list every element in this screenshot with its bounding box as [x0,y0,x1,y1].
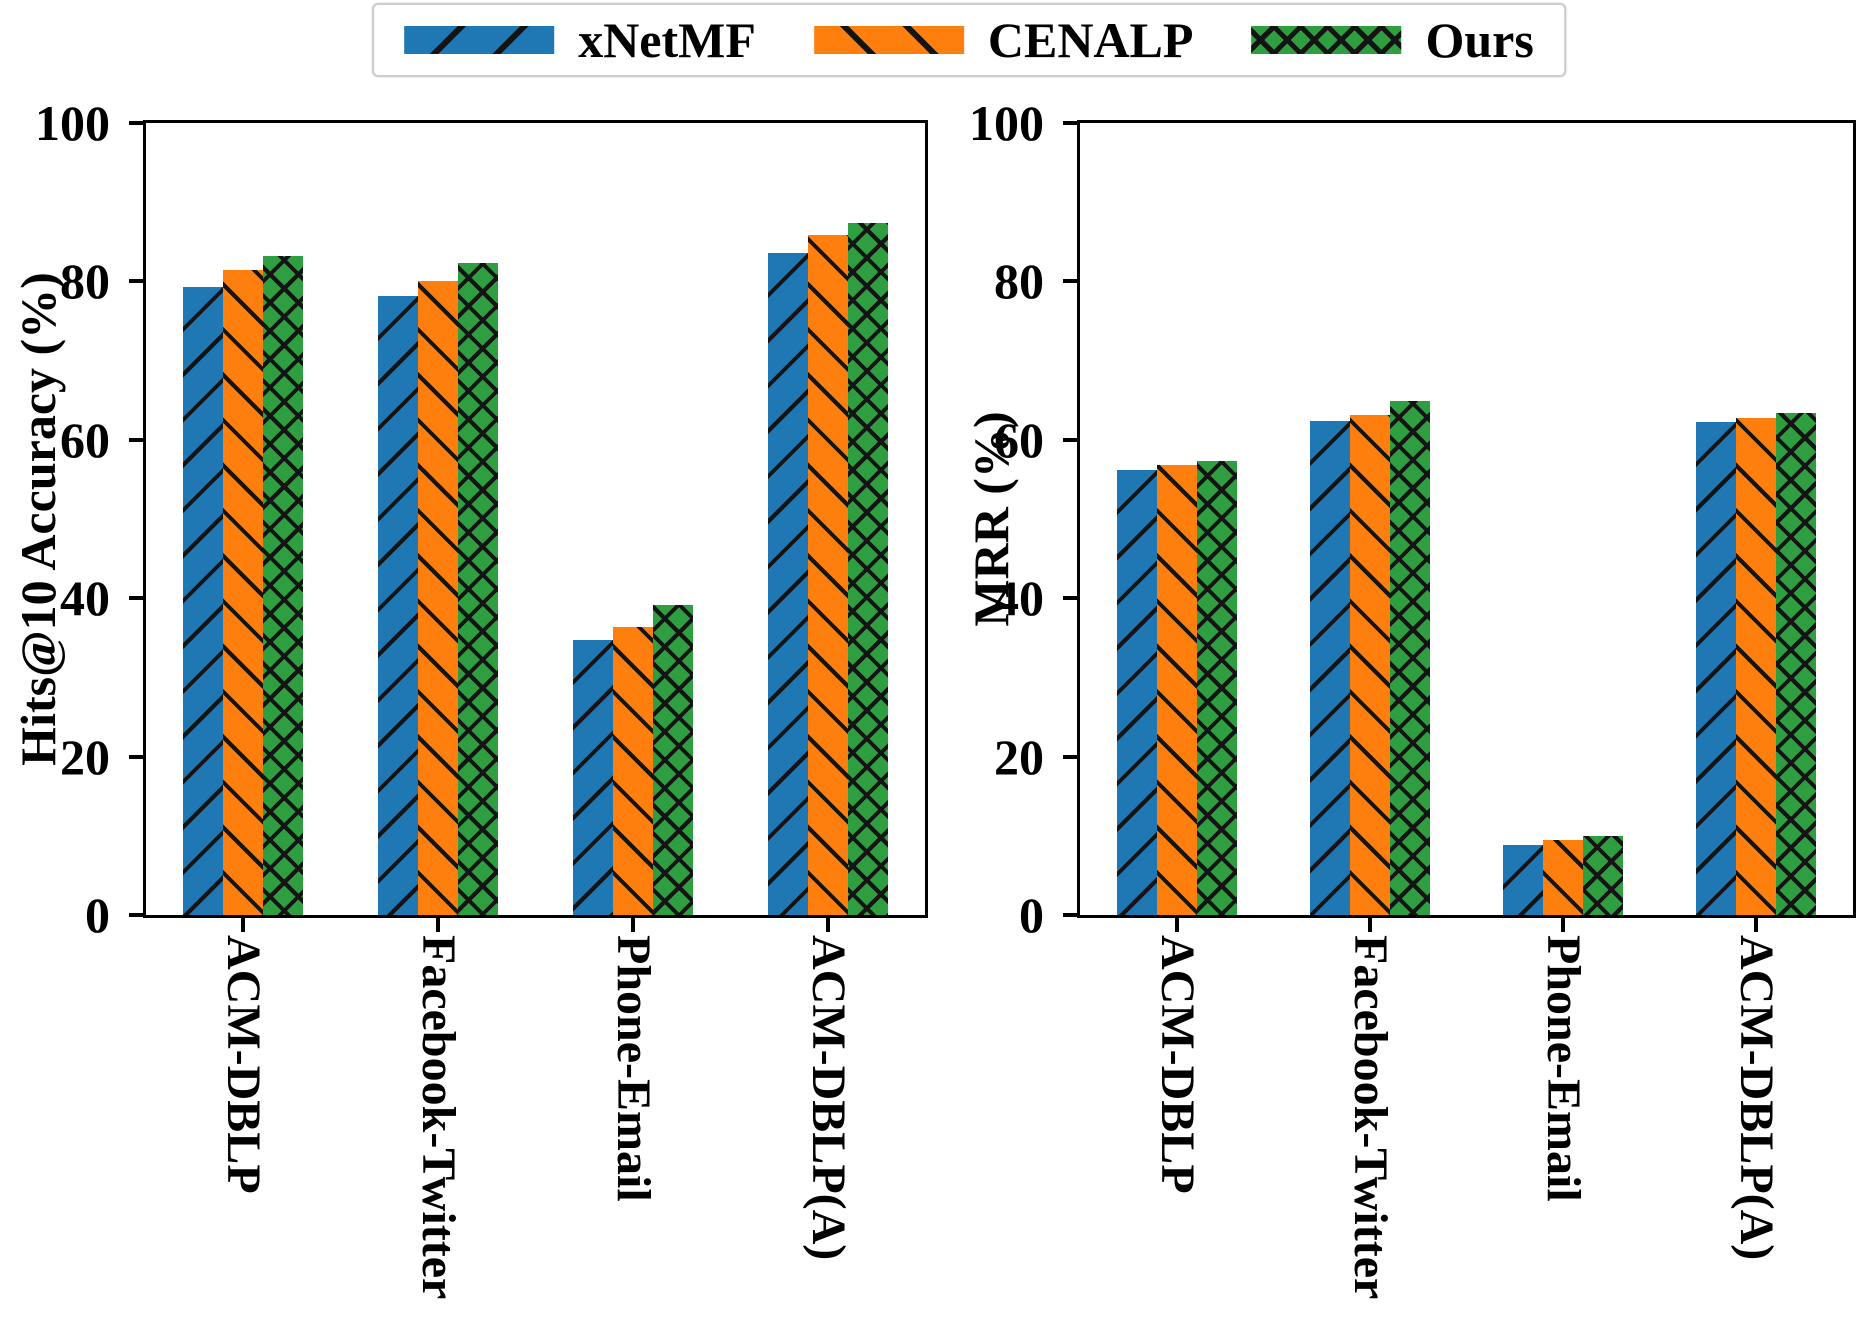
bar-Ours-Phone-Email [1583,835,1624,915]
y-tick-label: 100 [35,95,110,151]
bar-xNetMF-Phone-Email [1503,845,1544,915]
x-tick-label-Phone-Email: Phone-Email [1537,935,1591,1202]
y-tick-mark [129,754,143,759]
bar-Ours-Facebook-Twitter [1389,401,1430,915]
y-tick-label: 80 [994,253,1044,310]
y-tick-label: 0 [85,887,110,943]
y-tick-mark [129,279,143,284]
x-tick-label-Phone-Email: Phone-Email [606,935,660,1202]
bar-Ours-ACM-DBLP(A) [1776,412,1817,915]
bar-CENALP-ACM-DBLP(A) [807,234,848,915]
bar-CENALP-Facebook-Twitter [418,280,459,915]
bar-xNetMF-Facebook-Twitter [1309,420,1350,915]
bar-xNetMF-ACM-DBLP(A) [767,252,808,915]
x-tick-mark [1174,918,1179,932]
bar-xNetMF-ACM-DBLP [183,286,224,915]
bar-xNetMF-Phone-Email [572,640,613,915]
legend-label: xNetMF [578,12,756,68]
x-tick-label-ACM-DBLP: ACM-DBLP [217,935,271,1194]
blue-forward-slash-hatch-icon [404,26,555,54]
bar-CENALP-ACM-DBLP [223,270,264,915]
y-tick-label: 20 [60,728,110,785]
mrr-chart: MRR (%) 0 20 40 60 80 100 ACM-DBLP Facebook-Twi… [963,98,1856,1299]
y-tick-label: 60 [994,411,1044,468]
legend-item-CENALP: CENALP [813,12,1194,68]
legend: xNetMF CENALP Ours [372,3,1566,77]
x-tick-mark [436,918,441,932]
bar-xNetMF-ACM-DBLP [1116,469,1157,915]
x-tick-mark [1754,918,1759,932]
bar-Ours-Facebook-Twitter [458,263,499,915]
y-tick-mark [1063,913,1077,917]
bar-CENALP-ACM-DBLP [1156,465,1197,915]
x-tick-mark [1561,918,1566,932]
y-tick-label: 60 [60,411,110,468]
legend-item-Ours: Ours [1251,12,1534,68]
y-axis-label-hits10: Hits@10 Accuracy (%) [10,272,66,766]
y-tick-label: 80 [60,253,110,310]
legend-item-xNetMF: xNetMF [404,15,756,65]
orange-back-slash-hatch-icon [813,26,964,54]
bar-Ours-ACM-DBLP [1196,461,1237,915]
y-tick-label: 20 [994,728,1044,785]
x-tick-label-Facebook-Twitter: Facebook-Twitter [1343,935,1397,1300]
y-tick-mark [129,913,143,917]
y-tick-mark [1063,596,1077,601]
bar-Ours-Phone-Email [652,605,693,915]
x-tick-label-ACM-DBLP: ACM-DBLP [1150,935,1204,1194]
y-tick-mark [129,596,143,601]
y-tick-mark [1063,279,1077,284]
y-tick-mark [129,121,143,125]
bar-xNetMF-ACM-DBLP(A) [1696,422,1737,915]
x-tick-label-ACM-DBLP(A): ACM-DBLP(A) [801,935,855,1261]
y-tick-label: 40 [994,570,1044,627]
y-tick-label: 100 [969,95,1044,151]
x-tick-label-ACM-DBLP(A): ACM-DBLP(A) [1730,935,1784,1261]
bar-CENALP-ACM-DBLP(A) [1736,417,1777,915]
y-tick-mark [1063,121,1077,125]
legend-label: CENALP [987,12,1194,68]
legend-label: Ours [1425,12,1534,68]
y-tick-label: 0 [1019,887,1044,943]
bar-CENALP-Phone-Email [612,626,653,915]
bar-Ours-ACM-DBLP [263,256,304,915]
bar-Ours-ACM-DBLP(A) [847,222,888,915]
y-tick-label: 40 [60,570,110,627]
y-tick-mark [129,437,143,442]
x-tick-mark [630,918,635,932]
bar-xNetMF-Facebook-Twitter [378,295,419,915]
y-tick-mark [1063,437,1077,442]
x-tick-mark [241,918,246,932]
hits10-accuracy-chart: Hits@10 Accuracy (%) 0 20 40 60 80 100 ACM-DBL… [10,98,928,1299]
x-tick-mark [1367,918,1372,932]
bar-CENALP-Phone-Email [1543,839,1584,915]
green-cross-hatch-icon [1251,26,1402,54]
y-tick-mark [1063,754,1077,759]
x-tick-mark [825,918,830,932]
bar-CENALP-Facebook-Twitter [1349,415,1390,915]
x-tick-label-Facebook-Twitter: Facebook-Twitter [412,935,466,1300]
